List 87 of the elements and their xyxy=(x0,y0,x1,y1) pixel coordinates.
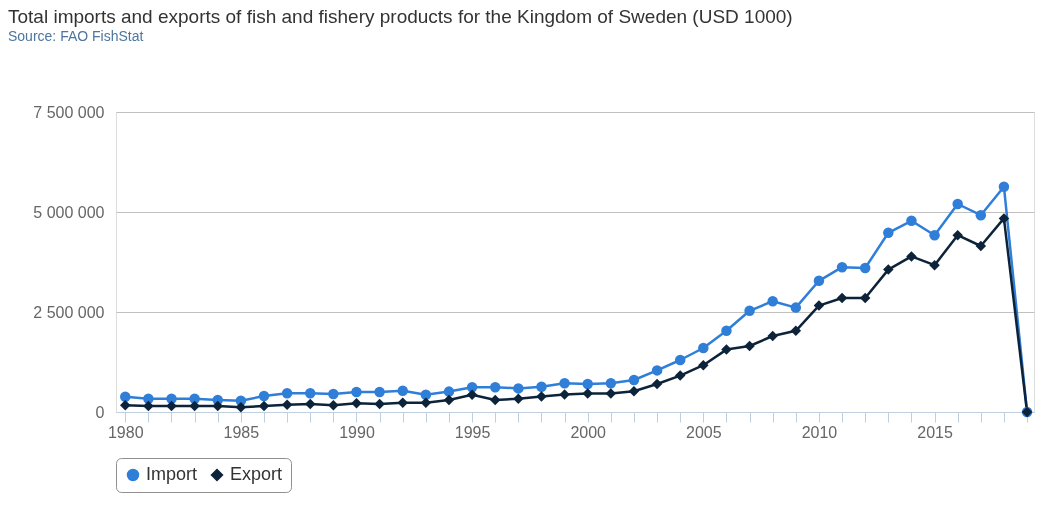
point xyxy=(605,377,617,389)
point xyxy=(790,302,802,313)
x-tick-label: 1990 xyxy=(339,423,375,441)
point xyxy=(374,398,385,410)
point xyxy=(721,344,732,355)
point xyxy=(883,264,894,275)
point xyxy=(906,215,917,227)
point xyxy=(443,394,455,406)
point xyxy=(466,389,478,401)
point xyxy=(674,370,686,381)
point xyxy=(582,388,593,399)
point xyxy=(328,388,339,400)
point xyxy=(189,400,200,412)
point xyxy=(790,325,802,337)
point xyxy=(420,397,432,409)
point xyxy=(143,400,154,412)
point xyxy=(952,229,963,241)
point xyxy=(513,383,524,394)
x-tick-label: 2000 xyxy=(570,423,607,441)
x-tick-label: 1995 xyxy=(454,423,491,441)
point xyxy=(651,378,663,390)
chart-title: Total imports and exports of fish and fishery products for the Kingdom of Sweden (USD 1000) xyxy=(8,6,793,27)
point xyxy=(651,365,663,376)
source-note: Source: FAO FishStat xyxy=(8,28,144,44)
point xyxy=(698,359,709,371)
point xyxy=(420,389,432,401)
point xyxy=(883,227,894,239)
point xyxy=(258,400,270,412)
point xyxy=(328,399,339,411)
point xyxy=(767,295,778,307)
point xyxy=(536,381,547,393)
x-tick-label: 2015 xyxy=(917,423,953,441)
point xyxy=(859,262,871,274)
legend-label: Import xyxy=(146,464,198,484)
point xyxy=(929,229,940,241)
y-tick-label: 0 xyxy=(95,403,105,421)
x-tick-label: 2010 xyxy=(801,423,838,441)
point xyxy=(975,209,987,221)
point xyxy=(489,394,501,406)
point xyxy=(975,240,987,252)
point xyxy=(628,385,640,397)
point xyxy=(166,400,177,412)
y-tick-label: 5 000 000 xyxy=(33,203,105,221)
point xyxy=(235,401,247,413)
point xyxy=(120,399,131,411)
point xyxy=(628,374,640,386)
point xyxy=(998,213,1010,224)
point xyxy=(397,385,408,397)
y-tick-label: 7 500 000 xyxy=(33,103,105,121)
point xyxy=(559,377,570,389)
point xyxy=(559,389,570,400)
point xyxy=(443,386,455,397)
point xyxy=(836,292,848,304)
point xyxy=(605,388,617,399)
point xyxy=(906,251,917,262)
point xyxy=(120,391,131,403)
point xyxy=(744,340,755,352)
point xyxy=(767,330,778,342)
point xyxy=(489,381,501,393)
point xyxy=(836,261,848,273)
point xyxy=(351,397,362,409)
point xyxy=(281,387,293,399)
point xyxy=(674,354,686,366)
point xyxy=(813,275,825,287)
point xyxy=(698,342,709,354)
legend-label: Export xyxy=(230,464,283,484)
point xyxy=(998,181,1010,193)
point xyxy=(582,378,593,390)
point xyxy=(258,390,270,402)
point xyxy=(952,198,963,210)
point xyxy=(351,386,362,398)
point xyxy=(212,400,223,412)
point xyxy=(721,325,732,337)
point xyxy=(929,259,940,271)
point xyxy=(304,387,316,399)
point xyxy=(397,397,408,409)
point xyxy=(744,305,755,317)
x-tick-label: 1980 xyxy=(107,423,144,441)
point xyxy=(374,386,385,398)
point xyxy=(281,399,293,411)
point xyxy=(536,391,547,402)
point xyxy=(813,300,825,311)
point xyxy=(513,393,524,405)
y-tick-label: 2 500 000 xyxy=(33,303,105,321)
x-tick-label: 1985 xyxy=(223,423,260,441)
point xyxy=(466,381,478,393)
x-tick-label: 2005 xyxy=(686,423,722,441)
